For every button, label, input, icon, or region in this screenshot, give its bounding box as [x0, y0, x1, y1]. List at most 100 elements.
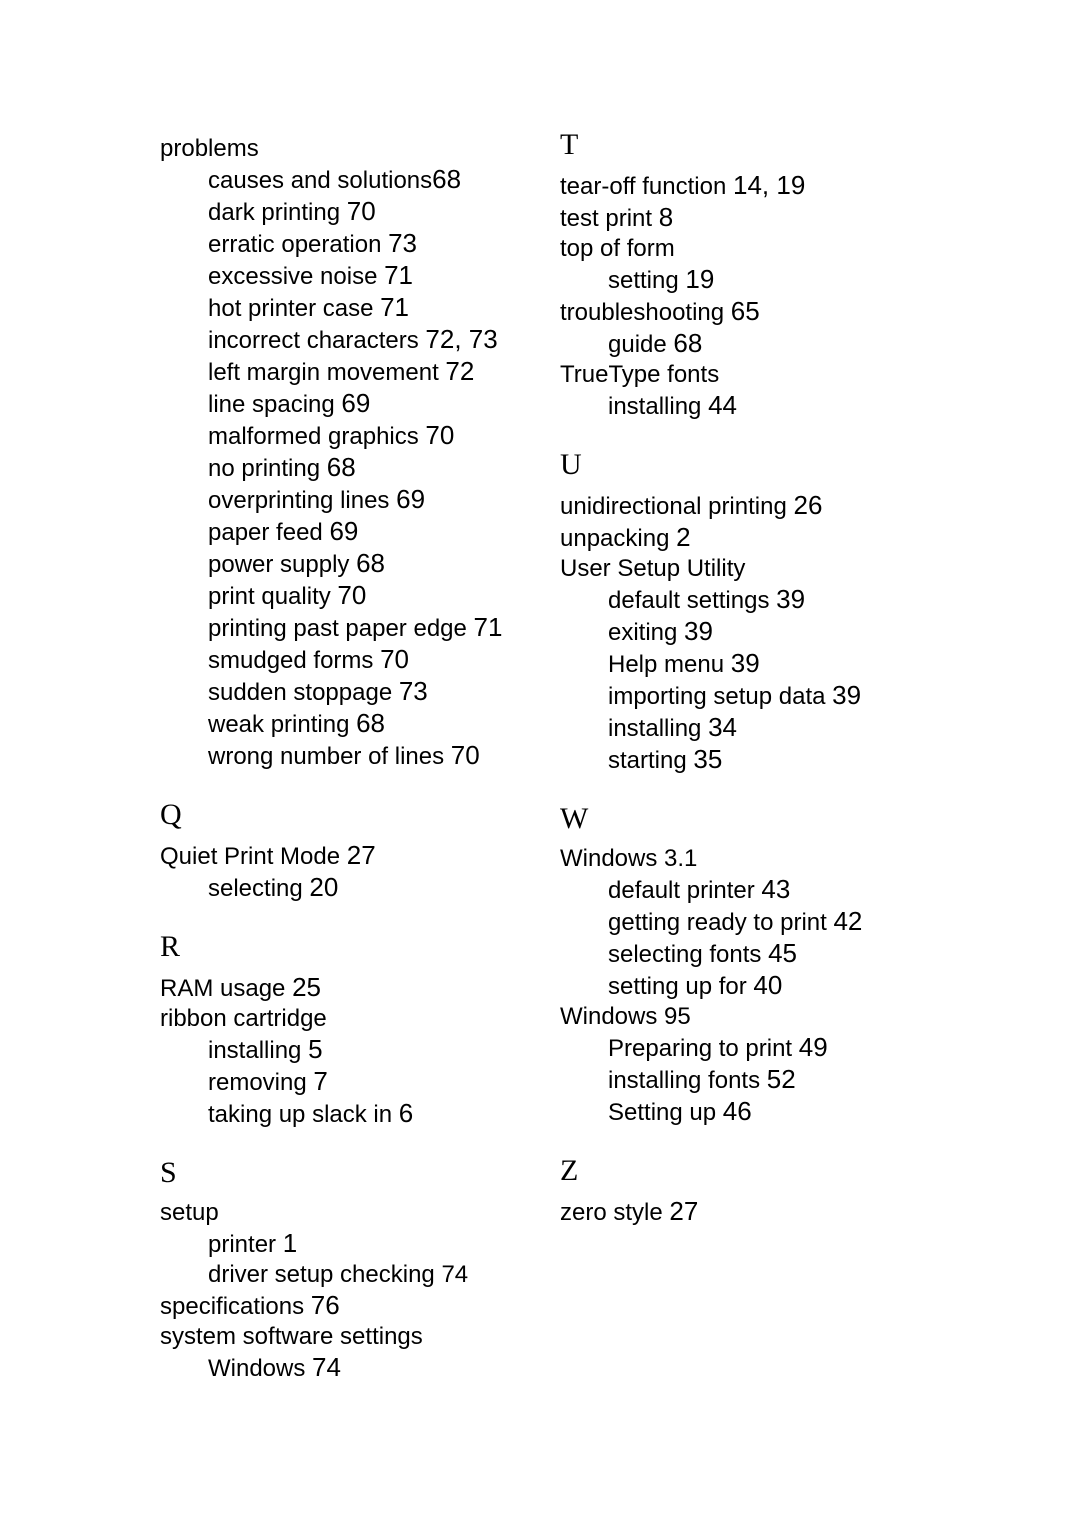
index-sublist: setting 19	[560, 264, 920, 296]
index-page-number: 39	[832, 680, 861, 710]
index-text: excessive noise	[208, 263, 384, 290]
index-text: installing	[608, 393, 708, 420]
section-letter-z: Z	[560, 1156, 920, 1186]
index-page-number: 5	[308, 1034, 322, 1064]
index-text: taking up slack in	[208, 1101, 399, 1128]
index-page-number: 68	[356, 708, 385, 738]
index-text: overprinting lines	[208, 487, 396, 514]
index-subentry: malformed graphics 70	[160, 420, 560, 452]
index-subentry: line spacing 69	[160, 388, 560, 420]
index-page-number: 39	[684, 616, 713, 646]
index-page-number: 45	[768, 938, 797, 968]
index-text: causes and solutions	[208, 167, 432, 194]
index-text: top of form	[560, 235, 675, 262]
index-page-number: 72, 73	[425, 324, 497, 354]
index-page-number: 46	[723, 1096, 752, 1126]
index-subentry: installing fonts 52	[560, 1064, 920, 1096]
index-subentry: hot printer case 71	[160, 292, 560, 324]
index-entry: TrueType fonts	[560, 360, 920, 390]
index-entry: ribbon cartridge	[160, 1004, 560, 1034]
index-page-number: 68	[327, 452, 356, 482]
index-page-number: 72	[445, 356, 474, 386]
index-page-number: 70	[425, 420, 454, 450]
index-page-number: 8	[659, 202, 673, 232]
index-group-r: RAM usage 25 ribbon cartridge installing…	[160, 972, 560, 1130]
index-subentry: setting 19	[560, 264, 920, 296]
index-sublist: Preparing to print 49 installing fonts 5…	[560, 1032, 920, 1128]
index-subentry: removing 7	[160, 1066, 560, 1098]
index-subentry: left margin movement 72	[160, 356, 560, 388]
index-subentry: Setting up 46	[560, 1096, 920, 1128]
index-text: left margin movement	[208, 359, 445, 386]
index-text: RAM usage	[160, 975, 292, 1002]
index-subentry: selecting 20	[160, 872, 560, 904]
index-sublist: causes and solutions68 dark printing 70 …	[160, 164, 560, 772]
index-group-q: Quiet Print Mode 27 selecting 20	[160, 840, 560, 904]
index-page-number: 68	[673, 328, 702, 358]
index-text: zero style	[560, 1199, 669, 1226]
index-subentry: printer 1	[160, 1228, 560, 1260]
index-text: wrong number of lines	[208, 743, 451, 770]
index-page-number: 44	[708, 390, 737, 420]
index-heading: problems	[160, 134, 560, 164]
index-entry: tear-off function 14, 19	[560, 170, 920, 202]
index-page-number: 76	[311, 1290, 340, 1320]
index-subentry: installing 34	[560, 712, 920, 744]
index-text: Windows	[208, 1355, 312, 1382]
index-page-number: 14, 19	[733, 170, 805, 200]
index-page-number: 2	[676, 522, 690, 552]
index-page-number: 25	[292, 972, 321, 1002]
index-page-number: 71	[384, 260, 413, 290]
index-page: problems causes and solutions68 dark pri…	[0, 0, 1080, 1384]
index-text: starting	[608, 747, 693, 774]
index-text: weak printing	[208, 711, 356, 738]
index-subentry: weak printing 68	[160, 708, 560, 740]
index-page-number: 69	[396, 484, 425, 514]
index-page-number: 71	[474, 612, 503, 642]
index-subentry: default printer 43	[560, 874, 920, 906]
index-page-number: 43	[761, 874, 790, 904]
index-text: Setting up	[608, 1099, 723, 1126]
index-entry: unidirectional printing 26	[560, 490, 920, 522]
index-text: paper feed	[208, 519, 329, 546]
index-subentry: Help menu 39	[560, 648, 920, 680]
index-text: setting up for	[608, 973, 753, 1000]
index-sublist: printer 1 driver setup checking 74	[160, 1228, 560, 1290]
index-text: hot printer case	[208, 295, 380, 322]
index-text: exiting	[608, 619, 684, 646]
index-text: installing	[208, 1037, 308, 1064]
index-group-problems: problems causes and solutions68 dark pri…	[160, 134, 560, 772]
index-page-number: 19	[685, 264, 714, 294]
index-subentry: excessive noise 71	[160, 260, 560, 292]
index-page-number: 70	[380, 644, 409, 674]
index-text: specifications	[160, 1293, 311, 1320]
index-page-number: 52	[767, 1064, 796, 1094]
index-subentry: default settings 39	[560, 584, 920, 616]
section-letter-w: W	[560, 804, 920, 834]
index-page-number: 68	[356, 548, 385, 578]
index-text: troubleshooting	[560, 299, 731, 326]
index-text: malformed graphics	[208, 423, 425, 450]
index-group-s: setup printer 1 driver setup checking 74…	[160, 1198, 560, 1384]
index-entry: User Setup Utility	[560, 554, 920, 584]
index-text: sudden stoppage	[208, 679, 399, 706]
index-sublist: default settings 39 exiting 39 Help menu…	[560, 584, 920, 776]
index-text: setting	[608, 267, 685, 294]
index-entry: top of form	[560, 234, 920, 264]
index-subentry: printing past paper edge 71	[160, 612, 560, 644]
index-page-number: 65	[731, 296, 760, 326]
index-page-number: 6	[399, 1098, 413, 1128]
index-text: no printing	[208, 455, 327, 482]
index-text: line spacing	[208, 391, 341, 418]
index-group-z: zero style 27	[560, 1196, 920, 1228]
index-text: importing setup data	[608, 683, 832, 710]
index-subentry: installing 5	[160, 1034, 560, 1066]
index-text: setup	[160, 1199, 219, 1226]
index-text: Preparing to print	[608, 1035, 799, 1062]
index-group-t: tear-off function 14, 19 test print 8 to…	[560, 170, 920, 422]
right-column: T tear-off function 14, 19 test print 8 …	[560, 130, 920, 1384]
index-text: default settings	[608, 587, 776, 614]
index-entry: zero style 27	[560, 1196, 920, 1228]
index-subentry: selecting fonts 45	[560, 938, 920, 970]
index-text: unpacking	[560, 525, 676, 552]
